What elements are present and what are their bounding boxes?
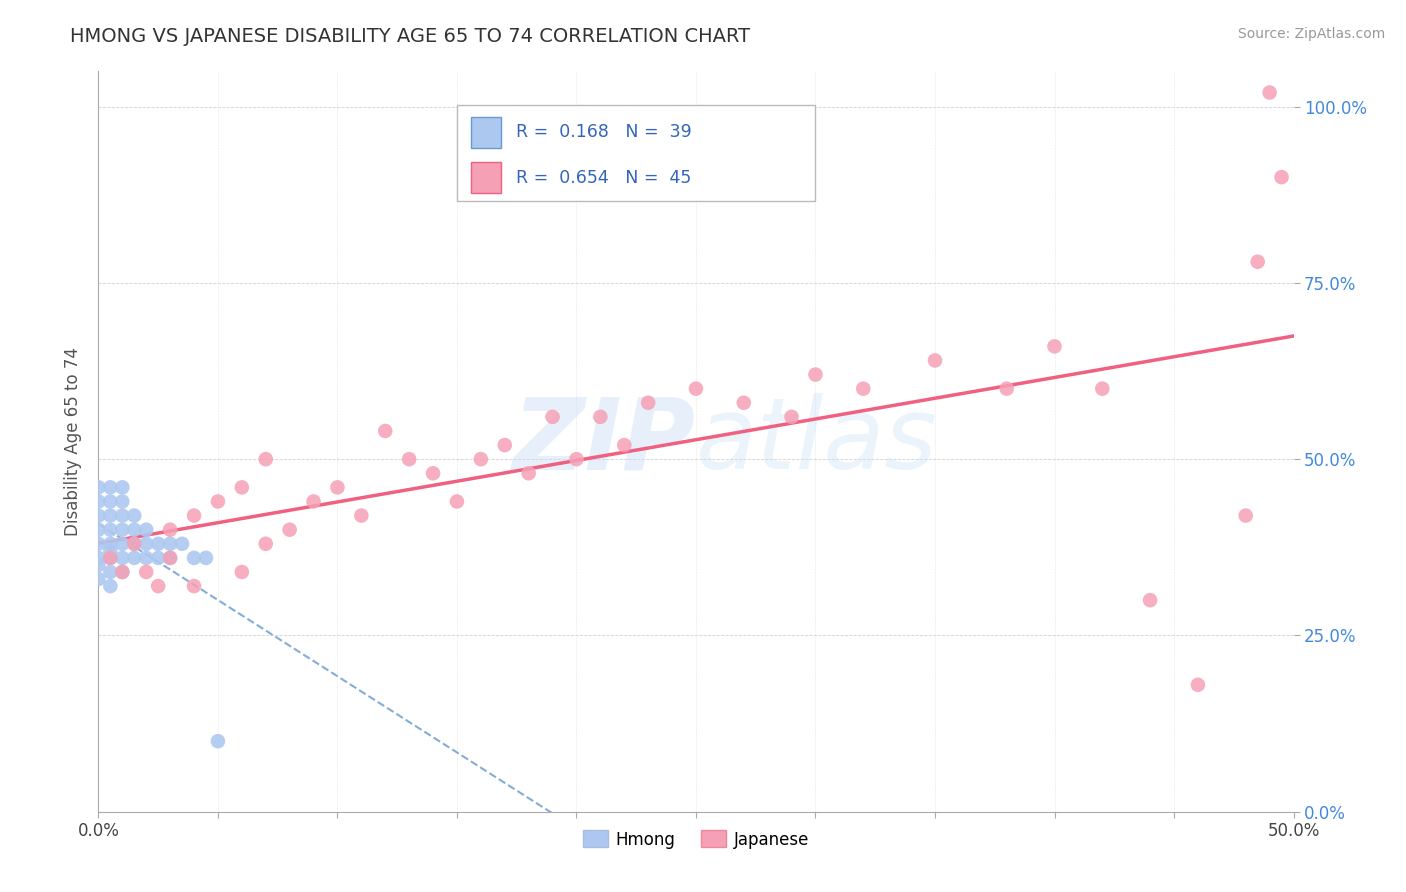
FancyBboxPatch shape xyxy=(457,104,815,201)
Point xyxy=(1187,678,1209,692)
Point xyxy=(613,438,636,452)
Point xyxy=(111,523,134,537)
Point xyxy=(852,382,875,396)
Point xyxy=(124,537,146,551)
Point xyxy=(135,565,157,579)
Point xyxy=(87,480,110,494)
Point xyxy=(1139,593,1161,607)
Point xyxy=(1247,254,1270,268)
Point xyxy=(111,550,134,565)
Point xyxy=(135,537,157,551)
Point xyxy=(148,579,170,593)
Point xyxy=(98,550,122,565)
Point xyxy=(446,494,468,508)
Point xyxy=(159,537,181,551)
Point xyxy=(804,368,827,382)
Text: R =  0.654   N =  45: R = 0.654 N = 45 xyxy=(516,169,690,186)
Point xyxy=(98,544,122,558)
Point xyxy=(183,579,205,593)
FancyBboxPatch shape xyxy=(471,117,501,148)
Point xyxy=(98,565,122,579)
Point xyxy=(733,396,755,410)
Point xyxy=(278,523,301,537)
Point xyxy=(159,550,181,565)
Point xyxy=(87,494,110,508)
Point xyxy=(98,579,122,593)
Point xyxy=(172,537,194,551)
Point xyxy=(924,353,946,368)
Point xyxy=(374,424,396,438)
Text: atlas: atlas xyxy=(696,393,938,490)
Point xyxy=(98,537,122,551)
Point xyxy=(1271,170,1294,185)
Point xyxy=(1234,508,1257,523)
Point xyxy=(87,572,110,586)
Point xyxy=(398,452,420,467)
FancyBboxPatch shape xyxy=(471,162,501,194)
Point xyxy=(124,523,146,537)
Point xyxy=(254,452,277,467)
Point xyxy=(87,550,110,565)
Point xyxy=(565,452,588,467)
Point xyxy=(302,494,325,508)
Point xyxy=(207,734,229,748)
Point xyxy=(326,480,349,494)
Point xyxy=(124,550,146,565)
Point xyxy=(111,480,134,494)
Text: HMONG VS JAPANESE DISABILITY AGE 65 TO 74 CORRELATION CHART: HMONG VS JAPANESE DISABILITY AGE 65 TO 7… xyxy=(70,27,751,45)
Point xyxy=(111,494,134,508)
Point xyxy=(494,438,516,452)
Point xyxy=(124,508,146,523)
Point xyxy=(1043,339,1066,353)
Point xyxy=(470,452,492,467)
Text: R =  0.168   N =  39: R = 0.168 N = 39 xyxy=(516,123,692,142)
Point xyxy=(111,537,134,551)
Point xyxy=(183,550,205,565)
Point xyxy=(422,467,444,481)
Point xyxy=(111,565,134,579)
Text: ZIP: ZIP xyxy=(513,393,696,490)
Point xyxy=(87,558,110,572)
Point xyxy=(1091,382,1114,396)
Point xyxy=(780,409,803,424)
Point xyxy=(148,550,170,565)
Point xyxy=(135,523,157,537)
Point xyxy=(183,508,205,523)
Point xyxy=(148,537,170,551)
Point xyxy=(254,537,277,551)
Point xyxy=(541,409,564,424)
Point xyxy=(124,537,146,551)
Point xyxy=(98,508,122,523)
Point xyxy=(637,396,659,410)
Point xyxy=(87,523,110,537)
Point xyxy=(1258,86,1281,100)
Point xyxy=(159,550,181,565)
Point xyxy=(87,508,110,523)
Point xyxy=(111,565,134,579)
Point xyxy=(231,480,253,494)
Point xyxy=(135,550,157,565)
Point xyxy=(98,550,122,565)
Point xyxy=(207,494,229,508)
Point xyxy=(231,565,253,579)
Point xyxy=(517,467,540,481)
Point xyxy=(685,382,707,396)
Point xyxy=(995,382,1018,396)
Text: Source: ZipAtlas.com: Source: ZipAtlas.com xyxy=(1237,27,1385,41)
Point xyxy=(98,523,122,537)
Point xyxy=(589,409,612,424)
Point xyxy=(98,480,122,494)
Point xyxy=(195,550,218,565)
Point xyxy=(87,537,110,551)
Point xyxy=(98,494,122,508)
Point xyxy=(350,508,373,523)
Legend: Hmong, Japanese: Hmong, Japanese xyxy=(576,823,815,855)
Point xyxy=(111,508,134,523)
Point xyxy=(159,523,181,537)
Y-axis label: Disability Age 65 to 74: Disability Age 65 to 74 xyxy=(65,347,83,536)
